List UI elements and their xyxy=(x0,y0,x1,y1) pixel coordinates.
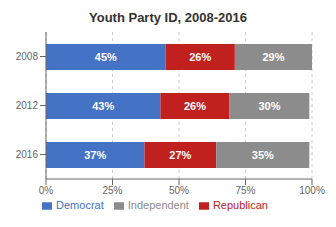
svg-text:26%: 26% xyxy=(189,51,211,63)
html-text:Independent: Independent xyxy=(127,199,189,211)
svg-text:25%: 25% xyxy=(102,185,122,196)
html-text:Democrat: Democrat xyxy=(56,199,104,211)
svg-text:35%: 35% xyxy=(252,149,274,161)
svg-text:29%: 29% xyxy=(262,51,284,63)
svg-text:27%: 27% xyxy=(169,149,191,161)
svg-text:45%: 45% xyxy=(95,51,117,63)
html-text:Republican: Republican xyxy=(212,199,268,211)
svg-text:2016: 2016 xyxy=(16,149,39,160)
svg-text:43%: 43% xyxy=(92,100,114,112)
svg-text:75%: 75% xyxy=(235,185,255,196)
svg-text:100%: 100% xyxy=(299,185,325,196)
svg-text:50%: 50% xyxy=(169,185,189,196)
svg-text:2012: 2012 xyxy=(16,100,39,111)
html-text:Youth Party ID, 2008-2016: Youth Party ID, 2008-2016 xyxy=(89,10,247,25)
svg-text:0%: 0% xyxy=(39,185,54,196)
svg-text:30%: 30% xyxy=(258,100,280,112)
svg-text:37%: 37% xyxy=(84,149,106,161)
svg-text:26%: 26% xyxy=(184,100,206,112)
svg-text:2008: 2008 xyxy=(16,51,39,62)
